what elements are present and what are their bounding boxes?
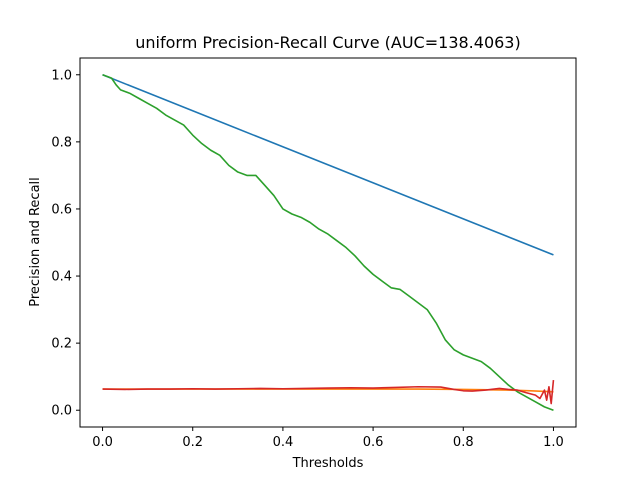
y-tick-label: 0.8 bbox=[51, 135, 72, 150]
y-tick-label: 0.0 bbox=[51, 404, 72, 419]
series-line-1 bbox=[102, 74, 554, 256]
x-axis-label: Thresholds bbox=[292, 456, 364, 471]
x-tick-label: 0.4 bbox=[273, 435, 294, 450]
chart-title: uniform Precision-Recall Curve (AUC=138.… bbox=[135, 33, 520, 52]
y-tick-label: 0.2 bbox=[51, 337, 72, 352]
y-tick-label: 0.4 bbox=[51, 270, 72, 285]
x-tick-label: 0.6 bbox=[363, 435, 384, 450]
y-tick-label: 0.6 bbox=[51, 202, 72, 217]
plot-area: 0.0 0.2 0.4 0.6 0.8 1.0 0.0 0.2 0.4 0.6 0.8 1.0 bbox=[51, 57, 577, 450]
y-tick-label: 1.0 bbox=[51, 68, 72, 83]
series-line-3 bbox=[102, 74, 554, 411]
x-tick-label: 0.2 bbox=[182, 435, 203, 450]
x-tick-label: 0.0 bbox=[92, 435, 113, 450]
axes-frame bbox=[79, 57, 577, 428]
x-tick-label: 0.8 bbox=[453, 435, 474, 450]
y-axis-label: Precision and Recall bbox=[28, 177, 43, 307]
series-line-4 bbox=[102, 379, 555, 405]
x-tick-label: 1.0 bbox=[543, 435, 564, 450]
